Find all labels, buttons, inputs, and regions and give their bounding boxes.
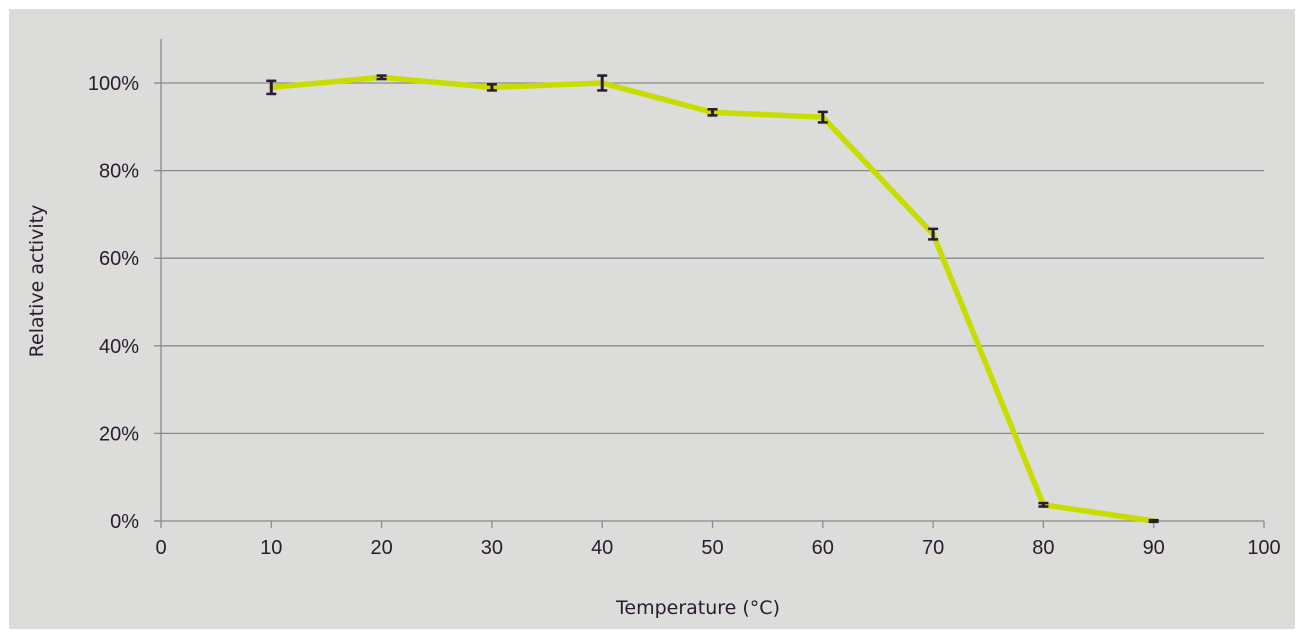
error-bar bbox=[1038, 501, 1049, 508]
x-tick-label: 90 bbox=[1143, 537, 1165, 559]
x-tick-label: 0 bbox=[155, 537, 166, 559]
y-axis-title: Relative activity bbox=[26, 205, 48, 358]
x-tick-label: 100 bbox=[1247, 537, 1280, 559]
x-tick-label: 30 bbox=[481, 537, 503, 559]
axes bbox=[154, 39, 1265, 528]
series-layer bbox=[268, 74, 1157, 524]
error-bar bbox=[376, 74, 387, 81]
x-tick-label: 10 bbox=[260, 537, 282, 559]
error-bar bbox=[817, 110, 828, 124]
tick-labels: 0% 20% 40% 60% 80% 100% 0 10 20 30 40 50 60 70 80 90 100 bbox=[88, 73, 1281, 559]
error-bar bbox=[597, 74, 608, 92]
y-tick-label: 60% bbox=[99, 248, 139, 270]
error-bar bbox=[1148, 518, 1159, 524]
error-bar bbox=[266, 79, 277, 96]
line-chart: 0% 20% 40% 60% 80% 100% 0 10 20 30 40 50 60 70 80 90 100… bbox=[26, 39, 1281, 619]
x-tick-label: 80 bbox=[1032, 537, 1054, 559]
x-tick-label: 70 bbox=[922, 537, 944, 559]
x-tick-label: 20 bbox=[370, 537, 392, 559]
x-axis-title: Temperature (°C) bbox=[615, 597, 780, 619]
error-bar bbox=[707, 108, 718, 117]
x-tick-label: 50 bbox=[701, 537, 723, 559]
y-tick-label: 80% bbox=[99, 161, 139, 183]
y-tick-label: 100% bbox=[88, 73, 139, 95]
error-bars bbox=[266, 74, 1159, 524]
x-tick-label: 60 bbox=[812, 537, 834, 559]
y-tick-label: 0% bbox=[110, 511, 139, 533]
x-tick-label: 40 bbox=[591, 537, 613, 559]
gridlines bbox=[161, 82, 1264, 435]
chart-area: 0% 20% 40% 60% 80% 100% 0 10 20 30 40 50 60 70 80 90 100… bbox=[9, 9, 1295, 629]
y-tick-label: 20% bbox=[99, 423, 139, 445]
series-line bbox=[268, 74, 1157, 524]
error-bar bbox=[928, 227, 939, 241]
error-bar bbox=[486, 83, 497, 92]
y-tick-label: 40% bbox=[99, 336, 139, 358]
